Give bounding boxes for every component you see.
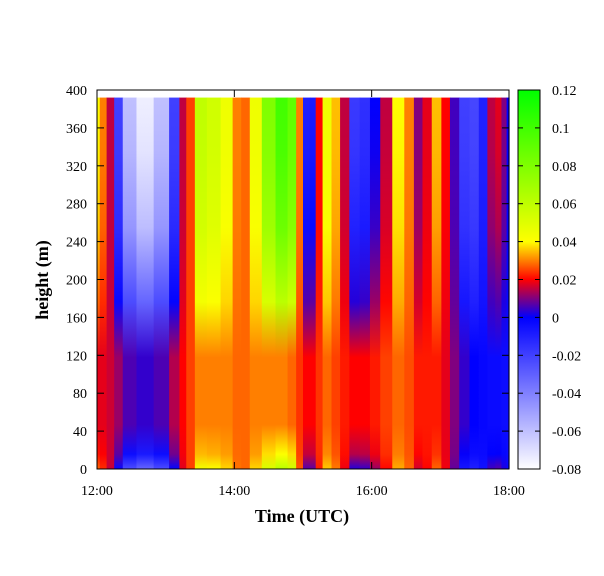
y-tick-label: 240 [66,236,87,251]
x-axis-title: Time (UTC) [255,506,349,527]
colorbar-tick-label: 0.08 [552,160,577,175]
x-tick-label: 14:00 [218,484,250,499]
heatmap-cell [322,97,333,469]
heatmap-cell [241,97,251,469]
heatmap-cell [232,97,242,469]
heatmap-cell [303,97,311,469]
heatmap-cell [194,97,208,469]
heatmap-cell [369,97,381,469]
heatmap-cell [431,97,442,469]
heatmap-cell [315,97,324,469]
heatmap-cell [392,97,405,469]
heatmap-cell [186,97,196,469]
heatmap-cell [349,97,361,469]
heatmap-cell [106,97,115,469]
heatmap-cell [179,97,187,469]
colorbar-gradient [518,90,540,469]
heatmap-cell [404,97,415,469]
colorbar-tick-label: -0.06 [552,425,581,440]
heatmap-cell [495,97,503,469]
plot-area [97,97,510,469]
heatmap-cell [275,97,289,469]
heatmap-cell [206,97,222,469]
x-tick-label: 18:00 [493,484,525,499]
heatmap-cell [331,97,341,469]
heatmap-cell [249,97,263,469]
heatmap-cell [449,97,460,469]
y-tick-label: 0 [80,463,87,478]
y-tick-label: 280 [66,198,87,213]
y-tick-label: 200 [66,274,87,289]
heatmap-cell [340,97,350,469]
heatmap-cell [296,97,304,469]
colorbar-tick-label: 0.04 [552,236,577,251]
x-tick-label: 16:00 [356,484,388,499]
colorbar-tick-label: 0.12 [552,84,577,99]
colorbar-tick-label: 0.06 [552,198,577,213]
heatmap-cell [136,97,155,469]
heatmap-cell [422,97,433,469]
heatmap-cell [97,97,101,469]
colorbar-tick-label: -0.08 [552,463,581,478]
y-tick-label: 120 [66,349,87,364]
heatmap-cell [469,97,480,469]
y-tick-label: 160 [66,311,87,326]
colorbar-tick-label: 0.1 [552,122,570,137]
heatmap-cell [153,97,170,469]
y-tick-label: 320 [66,160,87,175]
colorbar-tick-label: -0.04 [552,387,581,402]
y-tick-label: 400 [66,84,87,99]
colorbar-tick-label: 0 [552,311,559,326]
heatmap-cell [501,97,508,469]
heatmap-cell [309,97,317,469]
y-axis-title: height (m) [32,240,53,320]
colorbar-tick-label: -0.02 [552,349,581,364]
heatmap-cell [478,97,488,469]
y-tick-label: 80 [73,387,87,402]
heatmap-cell [441,97,451,469]
heatmap-cell [380,97,393,469]
heatmap-cell [413,97,424,469]
y-tick-label: 40 [73,425,87,440]
axes: 0 40 80 120 160 200 240 280 320 360 400 12:00 14:00 1… [66,84,525,499]
heatmap-cell [287,97,297,469]
x-tick-label: 12:00 [81,484,113,499]
heatmap-cell [506,97,510,469]
heatmap-cell [122,97,138,469]
colorbar: 0.12 0.1 0.08 0.06 0.04 0.02 0 -0.02 -0.04 -0.06 -… [517,84,581,478]
heatmap-cell [169,97,180,469]
heatmap-cell [359,97,371,469]
colorbar-tick-label: 0.02 [552,274,577,289]
heatmap-cell [99,97,108,469]
heatmap-cell [114,97,124,469]
heatmap-cell [487,97,496,469]
heatmap-cell [220,97,234,469]
heatmap-cell [459,97,471,469]
heatmap-cell [261,97,277,469]
y-tick-label: 360 [66,122,87,137]
